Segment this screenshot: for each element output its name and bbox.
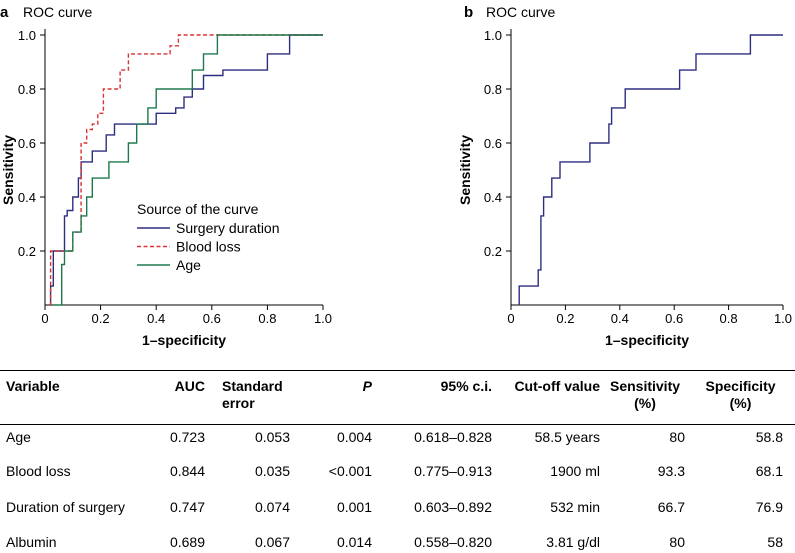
table-header-cell: Cut-off value (500, 378, 600, 395)
panel-a-y-tick-label: 1.0 (18, 28, 36, 43)
table-header-line: P (362, 378, 372, 394)
table-cell: 0.747 (169, 499, 205, 515)
panel-a-series-surgery-duration (49, 34, 323, 305)
panel-a-legend-title: Source of the curve (137, 201, 259, 217)
table-cell: 0.074 (254, 499, 290, 515)
table-header-line: 95% c.i. (440, 378, 492, 394)
table-cell: 0.004 (336, 429, 372, 445)
table-header-line: Cut-off value (514, 378, 600, 394)
panel-a-label: a (0, 4, 9, 21)
table-cell: 58.5 years (534, 429, 600, 445)
table-cell: 76.9 (755, 499, 783, 515)
table-header-line: error (222, 395, 255, 411)
table-header-line: (%) (634, 395, 656, 411)
table-cell: 80 (669, 429, 685, 445)
panel-b-x-tick-label: 0 (507, 311, 514, 326)
panel-a-y-tick-label: 0.4 (18, 190, 36, 205)
table-header-cell: P (300, 378, 372, 395)
table-cell: 1900 ml (550, 463, 600, 479)
panel-b-y-axis-label: Sensitivity (457, 135, 473, 205)
table-header-line: Sensitivity (609, 378, 681, 394)
table-header-line: AUC (174, 378, 205, 394)
panel-a-y-tick-label: 0.2 (18, 244, 36, 259)
panel-b-x-tick-label: 0.6 (665, 311, 683, 326)
table-cell: 0.603–0.892 (414, 499, 492, 515)
panel-a-y-tick-label: 0.6 (18, 136, 36, 151)
panel-a-legend-entry: Blood loss (176, 239, 241, 255)
table-cell: 58 (767, 534, 783, 550)
panel-a-x-tick-label: 0.8 (258, 311, 276, 326)
table-cell: 0.618–0.828 (414, 429, 492, 445)
table-header-line: Variable (6, 378, 60, 394)
panel-b-y-tick-label: 0.6 (484, 136, 502, 151)
panel-a-series-age (53, 34, 323, 306)
panel-b-x-tick-label: 1.0 (774, 311, 792, 326)
table-header-cell: Sensitivity (%) (605, 378, 685, 412)
table-cell: 68.1 (755, 463, 783, 479)
panel-a-x-axis-label: 1–specificity (142, 332, 226, 348)
panel-a-x-tick-label: 0.4 (147, 311, 165, 326)
panel-b-x-tick-label: 0.4 (611, 311, 629, 326)
panel-a-x-tick-label: 0.6 (203, 311, 221, 326)
panel-a-legend-entry: Surgery duration (176, 220, 280, 236)
table-header-line: Specificity (705, 378, 776, 394)
panel-a-x-tick-label: 0.2 (92, 311, 110, 326)
panel-a-series-blood-loss (49, 34, 323, 305)
table-header-line: (%) (729, 395, 752, 411)
panel-a-title: ROC curve (23, 4, 92, 20)
table-header-cell: AUC (140, 378, 205, 395)
panel-b-x-tick-label: 0.8 (720, 311, 738, 326)
table-header-cell: Specificity (%) (698, 378, 783, 412)
table-cell: 532 min (550, 499, 600, 515)
panel-b-y-tick-label: 0.2 (484, 244, 502, 259)
table-row-label: Duration of surgery (6, 499, 126, 515)
table-cell: 93.3 (657, 463, 685, 479)
table-cell: 0.014 (336, 534, 372, 550)
table-cell: 3.81 g/dl (546, 534, 600, 550)
panel-b-title: ROC curve (486, 4, 555, 20)
panel-b-x-tick-label: 0.2 (556, 311, 574, 326)
panel-b-y-tick-label: 0.4 (484, 190, 502, 205)
table-cell: 0.053 (254, 429, 290, 445)
panel-a-x-tick-label: 1.0 (314, 311, 332, 326)
table-cell: 58.8 (755, 429, 783, 445)
table-header-line: Standard (222, 378, 283, 394)
table-row-label: Age (6, 429, 31, 445)
table-cell: 66.7 (657, 499, 685, 515)
table-cell: 0.067 (254, 534, 290, 550)
table-header-cell: Variable (6, 378, 126, 395)
table-header-cell: Standard error (222, 378, 290, 412)
roc-charts: a ROC curve 0 0.2 0.4 0.6 0.8 1.0 0.2 0.4 0.6 0.8 1.… (0, 4, 792, 348)
panel-a-y-axis-label: Sensitivity (0, 135, 16, 205)
panel-b-label: b (464, 4, 473, 21)
panel-b-series-albumin (518, 34, 783, 305)
table-cell: 0.844 (169, 463, 205, 479)
table-cell: 0.035 (254, 463, 290, 479)
table-cell: 0.689 (169, 534, 205, 550)
table-row-label: Blood loss (6, 463, 71, 479)
table-header-rule (0, 424, 795, 425)
panel-a-y-tick-label: 0.8 (18, 82, 36, 97)
table-cell: 0.558–0.820 (414, 534, 492, 550)
table-row-label: Albumin (6, 534, 57, 550)
panel-a-x-tick-label: 0 (41, 311, 48, 326)
table-top-rule (0, 370, 795, 371)
panel-b-y-tick-label: 0.8 (484, 82, 502, 97)
table-cell: 80 (669, 534, 685, 550)
panel-b-x-axis-label: 1–specificity (605, 332, 689, 348)
table-cell: <0.001 (328, 463, 372, 479)
panel-b-y-tick-label: 1.0 (484, 28, 502, 43)
panel-a-legend-entry: Age (176, 257, 201, 273)
table-cell: 0.775–0.913 (414, 463, 492, 479)
table-cell: 0.723 (169, 429, 205, 445)
roc-statistics-table: Variable AUC Standard error P 95% c.i. Cut-off… (0, 370, 795, 553)
table-cell: 0.001 (336, 499, 372, 515)
table-header-cell: 95% c.i. (392, 378, 492, 395)
